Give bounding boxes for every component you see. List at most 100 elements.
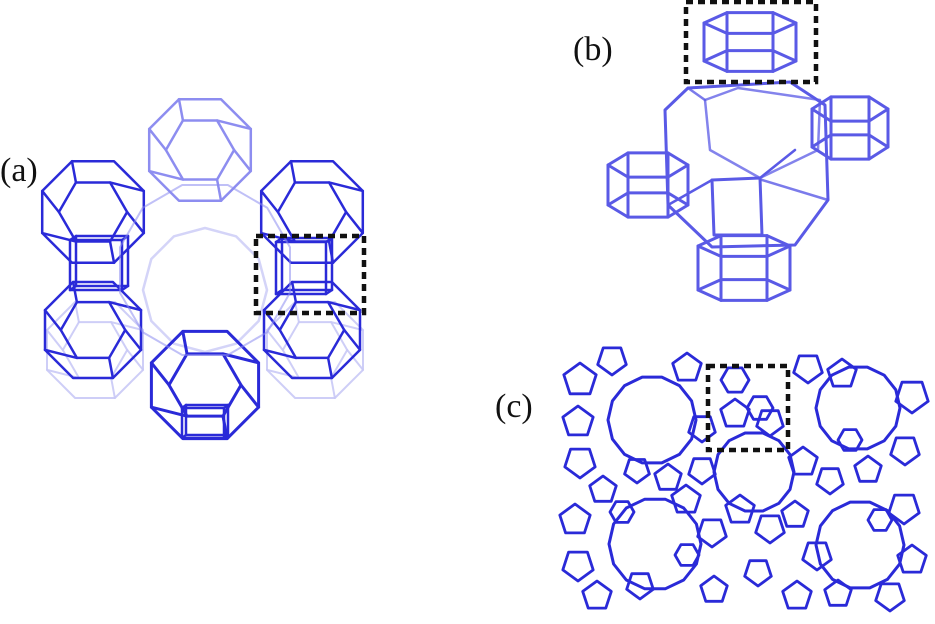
- pentagon-ring: [687, 415, 717, 444]
- pentagon-ring: [699, 574, 729, 603]
- hexagonal-prism-left: [606, 151, 690, 219]
- cage-strut: [326, 300, 362, 312]
- cage-strut: [43, 308, 63, 332]
- pentagon-ring: [755, 409, 785, 438]
- cage-strut: [215, 119, 253, 131]
- box-edge: [324, 288, 334, 296]
- cage-strut: [108, 181, 146, 193]
- pentagon-ring: [623, 458, 651, 485]
- double-six-ring-bottom: [180, 403, 230, 440]
- pentagon-ring: [815, 467, 845, 496]
- pentagon-ring: [724, 493, 756, 524]
- pentagon-ring: [781, 579, 813, 610]
- large-ring: [712, 431, 796, 513]
- panel-a-framework: [40, 97, 365, 441]
- pentagon-ring: [719, 397, 751, 428]
- cage-lower-right: [262, 280, 362, 380]
- hexagon-ring: [608, 500, 636, 524]
- pentagon-ring: [826, 357, 858, 388]
- cage-strut: [149, 361, 171, 387]
- box-edge: [274, 288, 284, 296]
- cage-strut: [330, 321, 365, 332]
- cage-reflection: [45, 300, 145, 400]
- cage-strut: [177, 97, 185, 122]
- cage-strut: [107, 300, 143, 312]
- cage-strut: [262, 348, 298, 360]
- box-back-ring: [184, 403, 230, 437]
- pentagon-ring: [853, 454, 883, 483]
- box-front-ring: [274, 240, 328, 296]
- cage-strut: [110, 376, 116, 400]
- panel-b-label: (b): [573, 31, 613, 68]
- box-front-ring: [180, 406, 226, 440]
- prism-top-ring: [702, 11, 798, 35]
- cage-strut: [70, 159, 78, 184]
- hexagonal-prism-bottom: [696, 234, 792, 302]
- cage-strut: [215, 178, 223, 203]
- cage-inner-ring: [164, 119, 236, 181]
- supercage-window-reflection: [141, 226, 269, 354]
- cage-inner-ring: [57, 181, 129, 243]
- cage-strut: [147, 127, 168, 152]
- supercage-window: [119, 184, 291, 356]
- cage-strut: [327, 181, 365, 193]
- hexagon-ring: [719, 366, 751, 394]
- cage-outer-ring: [46, 301, 144, 399]
- pentagon-ring: [670, 483, 702, 514]
- pentagon-ring: [696, 518, 728, 549]
- cage-outer-ring: [266, 301, 364, 399]
- pentagon-ring: [894, 380, 930, 415]
- double-six-ring-right: [274, 236, 334, 296]
- cage-strut: [232, 148, 253, 173]
- hexagonal-prism-right: [810, 95, 890, 161]
- panel-b-highlight-box: [683, 0, 819, 85]
- large-ring: [814, 500, 906, 590]
- panel-a-label: (a): [0, 152, 38, 189]
- cage-strut: [147, 169, 185, 181]
- cage-lower-left: [43, 280, 143, 380]
- pentagon-ring: [671, 351, 703, 382]
- hexagon-ring: [673, 543, 701, 567]
- prism-bottom-ring: [702, 49, 798, 73]
- cage-strut: [45, 368, 80, 379]
- pentagon-ring: [887, 493, 921, 526]
- box-edge: [180, 403, 188, 410]
- cage-strut: [344, 210, 365, 235]
- panel-b-framework: [606, 11, 890, 302]
- cage-strut: [43, 348, 79, 360]
- cage-strut: [265, 368, 300, 379]
- cage-strut: [40, 189, 61, 214]
- pentagon-ring: [561, 404, 595, 437]
- pentagon-ring: [563, 447, 597, 480]
- pentagon-ring: [792, 354, 824, 385]
- pentagon-ring: [558, 502, 592, 535]
- cage-strut: [686, 86, 707, 102]
- cage-strut: [758, 148, 797, 180]
- box-edge: [222, 433, 230, 440]
- hexagonal-prism-top: [702, 11, 798, 73]
- cage-strut: [125, 210, 146, 235]
- cage-top: [147, 97, 253, 203]
- pentagon-ring: [823, 578, 853, 607]
- pentagon-ring: [596, 346, 628, 377]
- prism-bottom-ring: [810, 133, 890, 161]
- pentagon-ring: [874, 582, 906, 613]
- pentagon-ring: [653, 462, 683, 491]
- cage-strut: [108, 240, 116, 265]
- pentagon-ring: [562, 361, 598, 396]
- cage-strut: [110, 321, 145, 332]
- pentagon-ring: [787, 445, 819, 476]
- cage-strut: [107, 356, 115, 380]
- hexagon-ring: [745, 395, 775, 421]
- cage-strut: [330, 376, 336, 400]
- prism-top-ring: [810, 95, 890, 123]
- panel-c-label: (c): [495, 388, 533, 425]
- pentagon-ring: [581, 579, 613, 610]
- sodalite-cage: [663, 80, 830, 249]
- cage-strut: [181, 329, 189, 356]
- prism-bottom-ring: [606, 191, 690, 219]
- cage-strut: [71, 280, 79, 304]
- cage-strut: [289, 159, 297, 184]
- box-edge: [222, 403, 230, 410]
